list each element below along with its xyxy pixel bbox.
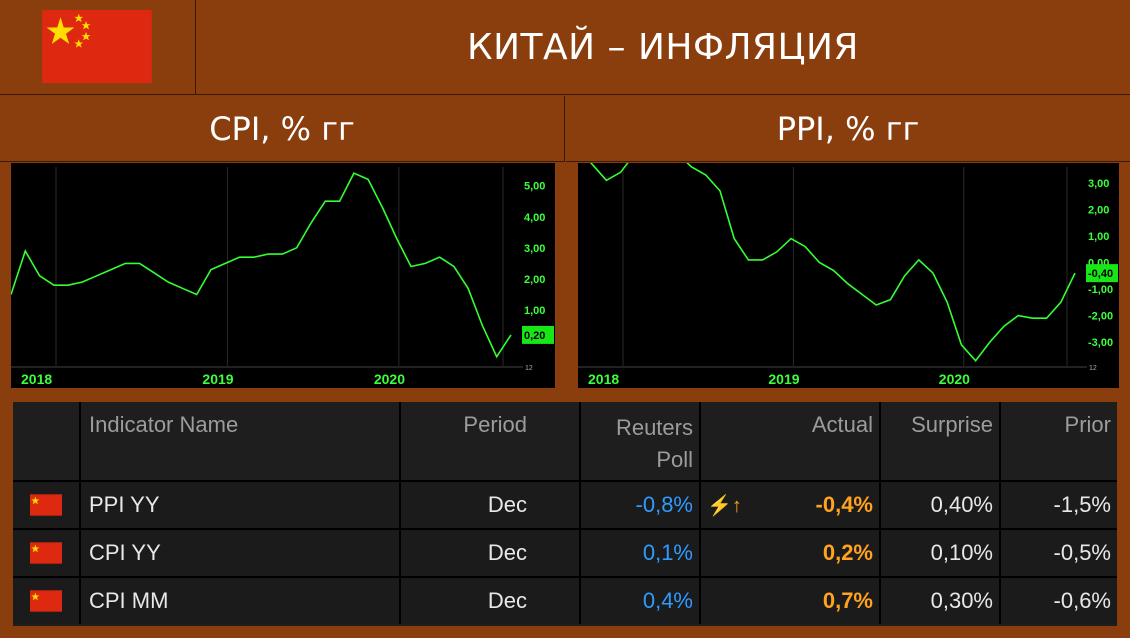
- y-tick-label: -1,00: [1088, 284, 1113, 296]
- cpi-chart-svg: 5,00 4,00 3,00 2,00 1,00 0,20 2018 2019 2020 12: [11, 167, 554, 387]
- last-value-label: 0,20: [524, 330, 545, 342]
- y-tick-label: 1,00: [524, 305, 545, 317]
- header-surprise[interactable]: Surprise: [881, 402, 1001, 480]
- period: Dec: [401, 578, 581, 624]
- header-period[interactable]: Period: [401, 402, 581, 480]
- indicator-name: CPI YY: [81, 530, 401, 576]
- y-tick-label: -2,00: [1088, 311, 1113, 323]
- x-tick-label: 2019: [202, 371, 233, 387]
- header-flag-col: [13, 402, 81, 480]
- actual-cell: ⚡↑ -0,4%: [701, 482, 881, 528]
- actual-value: 0,2%: [822, 540, 873, 565]
- series-line: [11, 172, 512, 359]
- surprise: 0,10%: [881, 530, 1001, 576]
- corner-label: 12: [525, 365, 533, 372]
- reuters-poll: -0,8%: [581, 482, 701, 528]
- ppi-panel-title: PPI, % гг: [566, 96, 1130, 162]
- prior: -1,5%: [1053, 492, 1111, 517]
- header-reuters-poll[interactable]: Reuters Poll: [581, 402, 701, 480]
- page-title-cell: КИТАЙ – ИНФЛЯЦИЯ: [196, 0, 1130, 95]
- surprise: 0,40%: [881, 482, 1001, 528]
- header-prior[interactable]: Prior: [1064, 412, 1111, 437]
- prior: -0,5%: [1053, 540, 1111, 565]
- y-tick-label: -3,00: [1088, 337, 1113, 349]
- reuters-poll: 0,1%: [581, 530, 701, 576]
- table-row[interactable]: PPI YY Dec -0,8% ⚡↑ -0,4% 0,40% -1,5%: [13, 480, 1117, 528]
- corner-label: 12: [1089, 365, 1097, 372]
- x-tick-label: 2018: [21, 371, 52, 387]
- y-tick-label: 4,00: [524, 212, 545, 224]
- period: Dec: [401, 482, 581, 528]
- series-line: [589, 163, 1076, 362]
- header-poll-line1: Reuters: [615, 415, 693, 440]
- china-flag-icon: [42, 10, 152, 83]
- ppi-chart-svg: 3,002,001,000,00-1,00-2,00-3,00-0,402018…: [578, 163, 1118, 387]
- reuters-poll: 0,4%: [581, 578, 701, 624]
- table-row[interactable]: CPI MM Dec 0,4% 0,7% 0,30% -0,6%: [13, 576, 1117, 624]
- y-tick-label: 5,00: [524, 181, 545, 193]
- ppi-chart: 3,00 2,00 1,00 0,00 -1,00 -2,00 -3,00 -0,40 2018…: [578, 163, 1119, 388]
- table-row[interactable]: CPI YY Dec 0,1% 0,2% 0,10% -0,5%: [13, 528, 1117, 576]
- actual-value: 0,7%: [822, 588, 873, 613]
- header-flag-cell: [0, 0, 196, 95]
- header-poll-line2: Poll: [656, 447, 693, 472]
- period: Dec: [401, 530, 581, 576]
- y-tick-label: 1,00: [1088, 231, 1109, 243]
- x-tick-label: 2019: [768, 371, 799, 387]
- actual-cell: 0,7%: [701, 578, 881, 624]
- indicator-name: CPI MM: [81, 578, 401, 624]
- indicator-table: Indicator Name Period Reuters Poll Actua…: [13, 402, 1117, 626]
- last-value-badge: [1086, 264, 1118, 283]
- page-title: КИТАЙ – ИНФЛЯЦИЯ: [467, 26, 859, 68]
- indicator-name: PPI YY: [81, 482, 401, 528]
- china-flag-icon: [30, 590, 62, 612]
- cpi-panel-title: CPI, % гг: [0, 96, 565, 162]
- x-tick-label: 2018: [588, 371, 619, 387]
- y-tick-label: 3,00: [524, 243, 545, 255]
- actual-cell: 0,2%: [701, 530, 881, 576]
- y-tick-label: 2,00: [524, 274, 545, 286]
- last-value-label: -0,40: [1088, 268, 1113, 280]
- row-flag-cell: [13, 578, 81, 624]
- china-flag-icon: [30, 494, 62, 516]
- header-actual[interactable]: Actual: [701, 402, 881, 480]
- header-indicator-name[interactable]: Indicator Name: [81, 402, 401, 480]
- actual-value: -0,4%: [815, 492, 873, 517]
- table-header-row: Indicator Name Period Reuters Poll Actua…: [13, 402, 1117, 480]
- surprise: 0,30%: [881, 578, 1001, 624]
- row-flag-cell: [13, 482, 81, 528]
- prior: -0,6%: [1053, 588, 1111, 613]
- cpi-chart: 5,00 4,00 3,00 2,00 1,00 0,20 2018 2019 2020 12: [11, 163, 555, 388]
- x-tick-label: 2020: [939, 371, 970, 387]
- last-value-badge: [522, 325, 554, 344]
- y-tick-label: 2,00: [1088, 204, 1109, 216]
- x-tick-label: 2020: [374, 371, 405, 387]
- y-tick-label: 3,00: [1088, 178, 1109, 190]
- row-flag-cell: [13, 530, 81, 576]
- china-flag-icon: [30, 542, 62, 564]
- flash-alert-icon: ⚡↑: [707, 494, 742, 517]
